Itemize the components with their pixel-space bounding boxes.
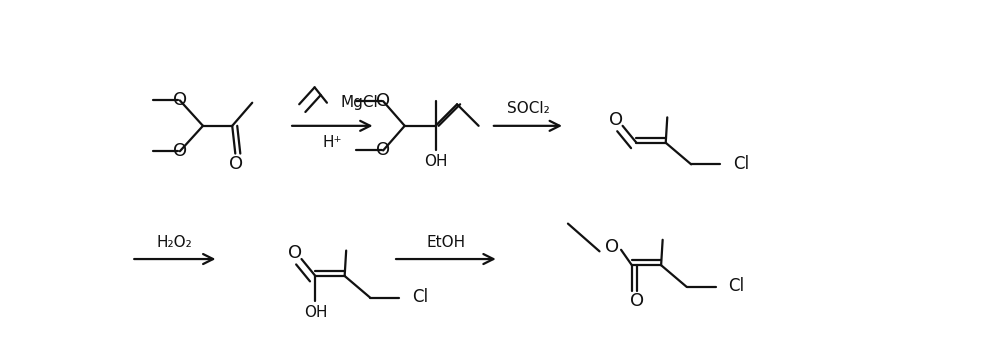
Text: O: O — [630, 292, 644, 310]
Text: EtOH: EtOH — [426, 235, 465, 250]
Text: H⁺: H⁺ — [323, 135, 342, 150]
Text: OH: OH — [425, 154, 448, 169]
Text: Cl: Cl — [733, 155, 749, 173]
Text: O: O — [288, 244, 302, 262]
Text: O: O — [605, 238, 619, 256]
Text: O: O — [609, 111, 624, 129]
Text: H₂O₂: H₂O₂ — [157, 235, 193, 250]
Text: O: O — [173, 142, 187, 160]
Text: OH: OH — [304, 306, 328, 320]
Text: O: O — [376, 142, 390, 160]
Text: Cl: Cl — [728, 277, 744, 295]
Text: O: O — [376, 92, 390, 110]
Text: O: O — [173, 92, 187, 109]
Text: Cl: Cl — [412, 288, 428, 306]
Text: O: O — [229, 155, 243, 173]
Text: SOCl₂: SOCl₂ — [507, 101, 549, 117]
Text: MgCl: MgCl — [341, 95, 379, 110]
